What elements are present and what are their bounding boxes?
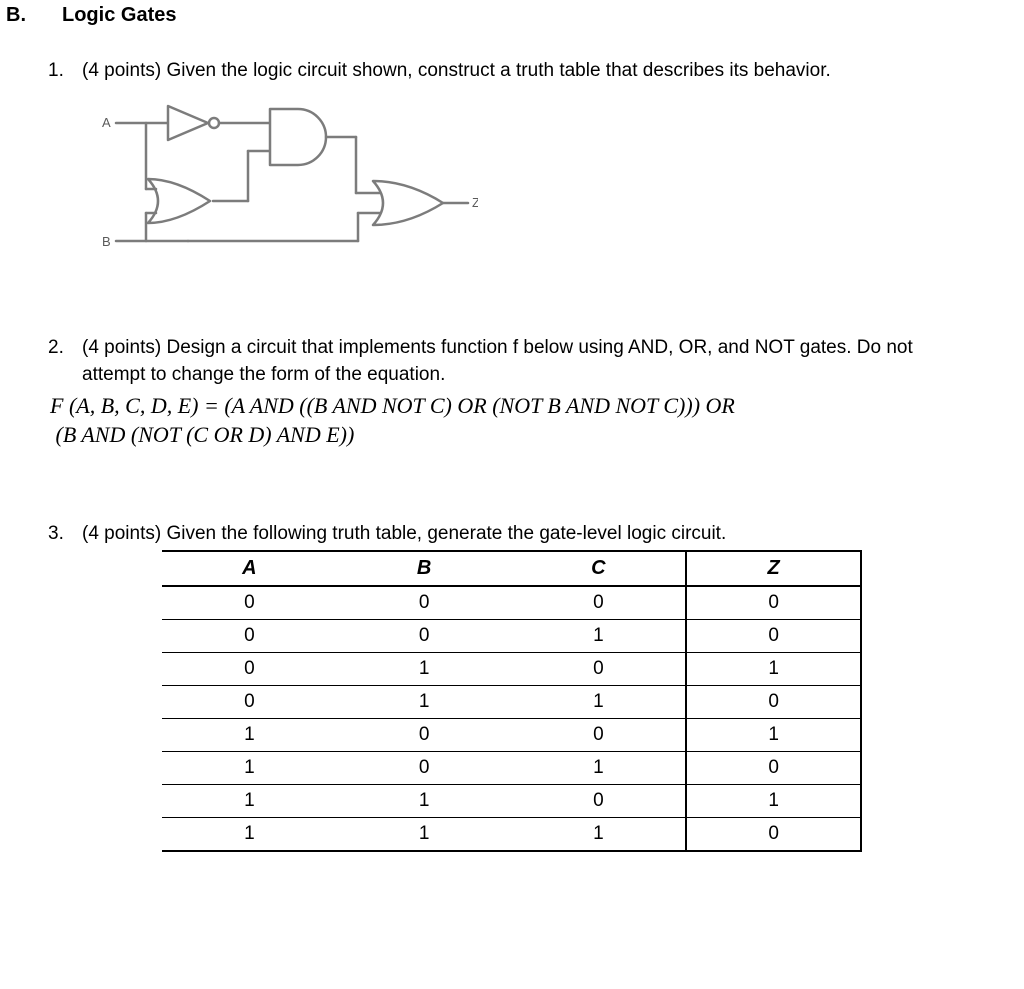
circuit-label-z: Z [472,195,478,210]
cell: 1 [162,751,337,784]
section-header: B. Logic Gates [6,0,976,27]
q1-number: 1. [48,57,82,85]
table-row: 1010 [162,751,861,784]
th-a: A [162,551,337,586]
question-2: 2. (4 points) Design a circuit that impl… [48,334,976,450]
table-row: 0000 [162,586,861,620]
cell: 0 [162,652,337,685]
truth-table-body: 0000 0010 0101 0110 1001 1010 1101 1110 [162,586,861,851]
cell: 0 [337,586,512,620]
section-letter: B. [6,4,62,27]
table-row: 1110 [162,817,861,851]
q2-formula: F (A, B, C, D, E) = (A AND ((B AND NOT C… [50,391,976,450]
q3-prompt: Given the following truth table, generat… [166,523,726,544]
cell: 1 [512,751,687,784]
th-z: Z [686,551,861,586]
cell: 0 [512,586,687,620]
cell: 1 [162,784,337,817]
th-b: B [337,551,512,586]
question-3: 3. (4 points) Given the following truth … [48,520,976,852]
cell: 1 [512,619,687,652]
cell: 0 [686,586,861,620]
cell: 0 [512,784,687,817]
circuit-label-a: A [102,115,111,130]
th-c: C [512,551,687,586]
cell: 1 [337,784,512,817]
question-1: 1. (4 points) Given the logic circuit sh… [48,57,976,276]
cell: 0 [337,619,512,652]
cell: 0 [162,619,337,652]
logic-circuit-diagram: A B Z [98,101,976,276]
q2-formula-line1: F (A, B, C, D, E) = (A AND ((B AND NOT C… [50,391,976,421]
table-row: 1001 [162,718,861,751]
q3-points: (4 points) [82,523,161,544]
cell: 1 [686,718,861,751]
table-row: 0010 [162,619,861,652]
cell: 0 [686,751,861,784]
cell: 0 [686,619,861,652]
cell: 0 [162,685,337,718]
cell: 0 [512,652,687,685]
cell: 1 [162,718,337,751]
cell: 1 [337,817,512,851]
cell: 1 [686,784,861,817]
q3-text: (4 points) Given the following truth tab… [82,520,976,548]
q2-points: (4 points) [82,337,161,358]
truth-table: A B C Z 0000 0010 0101 0110 1001 1010 11… [162,550,862,852]
q1-prompt: Given the logic circuit shown, construct… [166,60,830,81]
cell: 1 [512,685,687,718]
cell: 1 [337,685,512,718]
cell: 0 [686,817,861,851]
cell: 0 [337,751,512,784]
table-row: 0110 [162,685,861,718]
q2-number: 2. [48,334,82,362]
cell: 1 [337,652,512,685]
q2-prompt: Design a circuit that implements functio… [82,337,913,386]
cell: 1 [162,817,337,851]
q1-points: (4 points) [82,60,161,81]
section-title: Logic Gates [62,4,176,27]
table-row: 1101 [162,784,861,817]
truth-table-header-row: A B C Z [162,551,861,586]
table-row: 0101 [162,652,861,685]
cell: 0 [162,586,337,620]
cell: 0 [337,718,512,751]
q2-formula-line2: (B AND (NOT (C OR D) AND E)) [50,420,976,450]
circuit-label-b: B [102,234,111,249]
cell: 1 [512,817,687,851]
q1-text: (4 points) Given the logic circuit shown… [82,57,976,85]
cell: 1 [686,652,861,685]
q3-number: 3. [48,520,82,548]
cell: 0 [512,718,687,751]
cell: 0 [686,685,861,718]
q2-text: (4 points) Design a circuit that impleme… [82,334,976,389]
